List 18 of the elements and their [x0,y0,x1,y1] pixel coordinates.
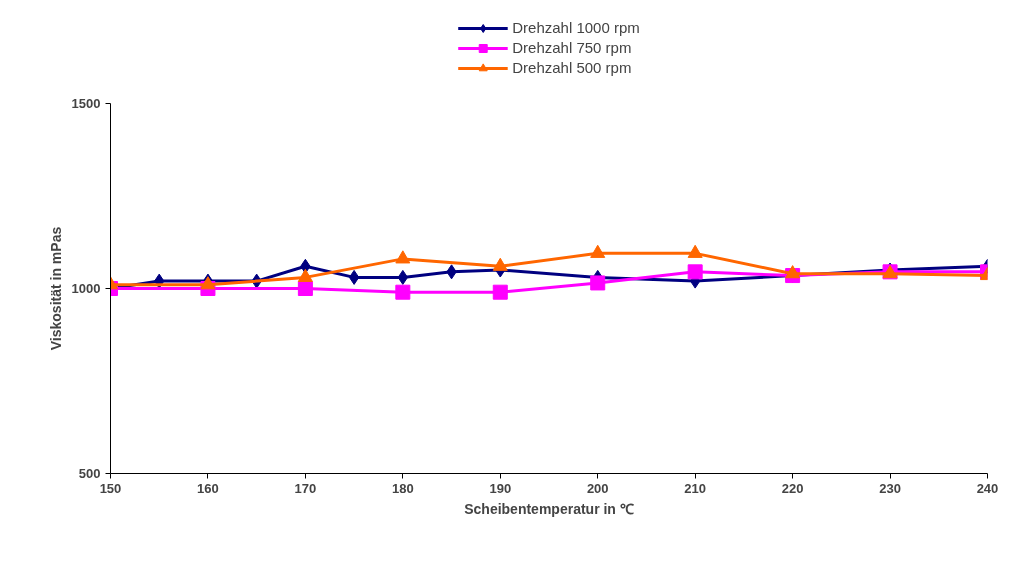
y-axis-title: Viskosität in mPas [47,226,64,351]
x-tick-label: 190 [489,480,512,496]
y-tick-label: 1500 [71,96,101,111]
y-tick-label: 1000 [71,281,101,296]
x-tick-label: 150 [99,480,122,496]
x-tick-label: 230 [879,480,901,496]
legend-label: Drehzahl 1000 rpm [512,19,640,36]
x-tick-label: 170 [294,480,317,496]
x-tick-label: 200 [586,480,609,496]
x-tick-label: 210 [684,480,707,496]
legend-label: Drehzahl 750 rpm [512,39,632,56]
x-tick-label: 220 [781,480,804,496]
x-tick-label: 180 [391,480,414,496]
x-axis-title: Scheibentemperatur in ℃ [464,500,634,517]
y-tick-label: 500 [78,466,101,481]
x-tick-label: 160 [197,480,219,496]
legend-label: Drehzahl 500 rpm [512,59,632,76]
x-tick-label: 240 [976,480,999,496]
